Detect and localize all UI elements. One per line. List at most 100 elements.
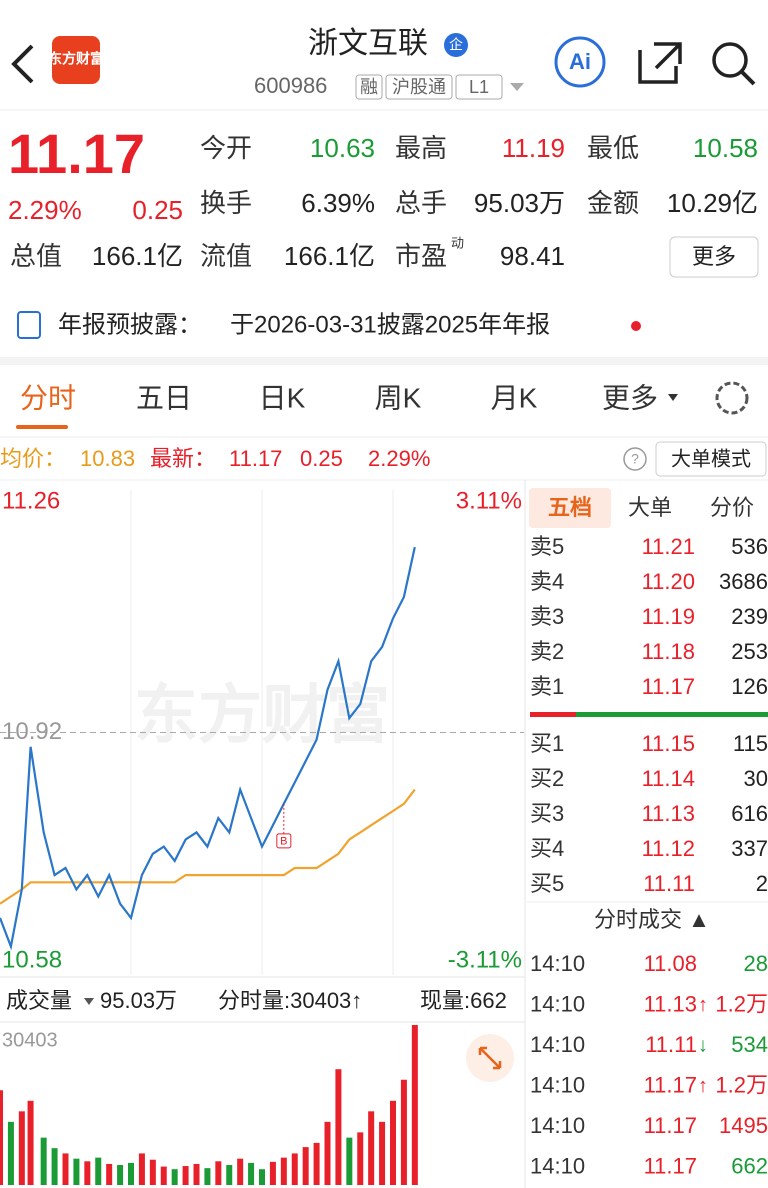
stat-label: 最高 [395, 133, 447, 163]
volume-total: 95.03万 [100, 988, 177, 1013]
share-icon[interactable] [638, 42, 682, 84]
book-tab: 大单 [628, 495, 672, 520]
latest-value: 11.17 [229, 446, 282, 471]
more-button[interactable] [669, 236, 759, 278]
trade-time: 14:10 [530, 991, 585, 1016]
tag-box [455, 74, 503, 100]
tab-caret [668, 394, 678, 401]
minute-volume: 分时量:30403↑ [218, 988, 362, 1013]
book-volume: 253 [731, 639, 768, 664]
book-price: 11.14 [642, 766, 695, 791]
stat-label: 最低 [587, 133, 639, 163]
volume-bar [0, 1090, 3, 1185]
book-price: 11.21 [642, 534, 695, 559]
volume-caret [84, 998, 94, 1005]
volume-bar [280, 1157, 287, 1185]
trade-volume: 534 [731, 1032, 768, 1057]
annotation-box [276, 833, 292, 849]
volume-bar [182, 1166, 189, 1185]
notice-dot [631, 321, 641, 331]
stat-value: 6.39% [301, 188, 375, 218]
tab: 日K [259, 382, 306, 413]
book-label: 卖2 [530, 639, 564, 664]
trade-arrow: ↓ [698, 1034, 708, 1056]
volume-bar [27, 1100, 34, 1185]
help-icon-mark: ? [631, 451, 639, 467]
trade-price: 11.13 [644, 991, 697, 1016]
book-label: 卖3 [530, 604, 564, 629]
latest-label: 最新： [150, 446, 216, 471]
price-line [0, 546, 416, 951]
stock-name: 浙文互联 [308, 27, 428, 60]
volume-bar [171, 1169, 178, 1185]
stat-label: 金额 [587, 188, 639, 218]
book-volume: 30 [744, 766, 768, 791]
trade-arrow: ↑ [698, 994, 708, 1016]
more-button-text: 更多 [692, 244, 736, 269]
volume-bar [106, 1163, 113, 1185]
book-price: 11.11 [643, 871, 695, 896]
dropdown [510, 83, 524, 91]
trade-volume: 1495 [719, 1113, 768, 1138]
search-icon[interactable] [712, 42, 748, 78]
volume-bar [357, 1132, 364, 1185]
search-icon-handle [740, 70, 756, 86]
notice-icon [17, 311, 41, 339]
mode-button[interactable] [655, 441, 767, 477]
book-volume: 536 [731, 534, 768, 559]
volume-bar [62, 1153, 69, 1185]
volume-bar [368, 1111, 375, 1185]
trade-time: 14:10 [530, 1113, 585, 1138]
volume-bar [346, 1137, 353, 1185]
section-gap [0, 357, 768, 365]
latest-change: 0.25 [300, 446, 343, 471]
book-label: 买1 [530, 731, 564, 756]
book-price: 11.18 [642, 639, 695, 664]
tab: 五日 [136, 382, 192, 413]
book-label: 卖5 [530, 534, 564, 559]
y-tick-label: 11.26 [2, 487, 60, 514]
settings-icon[interactable] [715, 381, 749, 415]
stat-label: 今开 [200, 133, 252, 163]
ai-icon[interactable] [554, 36, 606, 88]
volume-bar [51, 1148, 58, 1185]
stat-value: 166.1亿 [284, 241, 375, 271]
change-pct: 2.29% [8, 195, 82, 225]
tab: 月K [491, 382, 538, 413]
back-icon[interactable] [11, 44, 34, 84]
stat-value: 10.63 [310, 133, 375, 163]
tag-box [355, 74, 383, 100]
book-volume: 239 [731, 604, 768, 629]
volume-bar [400, 1079, 407, 1185]
stat-value: 95.03万 [474, 188, 565, 218]
volume-bar [138, 1153, 145, 1185]
volume-bar [269, 1161, 276, 1185]
book-label: 卖1 [530, 674, 564, 699]
trades-title: 分时成交 ▲ [594, 907, 710, 932]
trade-volume: 28 [744, 951, 768, 976]
volume-bar [335, 1069, 342, 1185]
book-label: 买2 [530, 766, 564, 791]
avg-line [0, 788, 416, 905]
trade-time: 14:10 [530, 1153, 585, 1178]
ask-bar [530, 712, 576, 717]
volume-bar [226, 1165, 233, 1185]
trade-price: 11.08 [644, 951, 697, 976]
badge-bg [444, 33, 468, 57]
volume-bar [149, 1159, 156, 1185]
volume-bar [84, 1161, 91, 1185]
volume-bar [411, 1025, 418, 1185]
book-tab: 五档 [548, 495, 592, 520]
stat-label: 换手 [200, 188, 252, 218]
y2-tick-label: -3.11% [448, 946, 522, 973]
logo-text: 东方财富 [48, 51, 104, 67]
volume-bar [390, 1100, 396, 1185]
book-label: 买4 [530, 836, 564, 861]
latest-pct: 2.29% [368, 446, 430, 471]
book-volume: 616 [731, 801, 768, 826]
tab-underline [16, 425, 68, 429]
stat-value: 98.41 [500, 241, 565, 271]
help-icon[interactable] [623, 447, 647, 471]
change: 0.25 [132, 195, 183, 225]
